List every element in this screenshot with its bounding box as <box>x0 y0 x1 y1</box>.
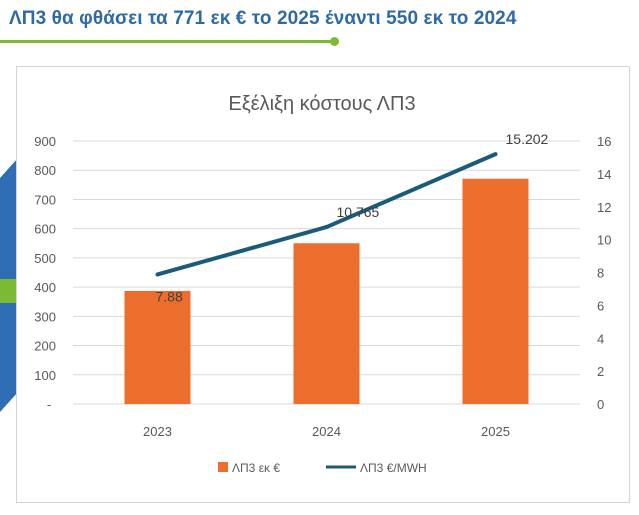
y-right-tick-label: 2 <box>597 364 604 379</box>
bar-2023 <box>124 290 191 404</box>
title-underline-dot <box>330 37 339 46</box>
legend: ΛΠ3 εκ € ΛΠ3 €/MWH <box>218 461 427 475</box>
y-left-tick-label: 900 <box>34 134 56 149</box>
x-tick-label: 2025 <box>481 424 510 439</box>
legend-bar-swatch <box>218 462 228 472</box>
x-tick-label: 2024 <box>312 424 341 439</box>
y-right-tick-label: 14 <box>597 167 611 182</box>
line-data-label: 10.765 <box>337 204 380 220</box>
title-underline <box>0 40 334 43</box>
decorative-side-shape <box>0 158 18 412</box>
chart-title: Εξέλιξη κόστους ΛΠ3 <box>228 93 415 115</box>
y-right-tick-label: 10 <box>597 233 611 248</box>
legend-bar-label: ΛΠ3 εκ € <box>232 461 280 475</box>
line-data-label: 15.202 <box>506 131 549 147</box>
line-point <box>493 152 498 157</box>
y-right-tick-label: 16 <box>597 134 611 149</box>
y-right-tick-label: 0 <box>597 397 604 412</box>
y-left-tick-label: 600 <box>34 222 56 237</box>
y-left-tick-label: 800 <box>34 163 56 178</box>
y-left-tick-label: 400 <box>34 280 56 295</box>
line-point <box>155 272 160 277</box>
x-tick-label: 2023 <box>143 424 172 439</box>
line-data-label: 7.88 <box>156 288 183 304</box>
y-right-tick-label: 8 <box>597 266 604 281</box>
y-left-tick-label: 300 <box>34 309 56 324</box>
y-right-tick-label: 4 <box>597 331 604 346</box>
y-left-tick-label: 500 <box>34 251 56 266</box>
bar-2024 <box>293 243 360 404</box>
y-right-tick-label: 12 <box>597 200 611 215</box>
y-left-tick-label: 200 <box>34 339 56 354</box>
y-left-tick-label: - <box>47 397 51 412</box>
line-point <box>324 225 329 230</box>
bar-2025 <box>462 178 529 404</box>
legend-line-label: ΛΠ3 €/MWH <box>360 461 427 475</box>
page-title: ΛΠ3 θα φθάσει τα 771 εκ € το 2025 έναντι… <box>9 8 517 29</box>
y-left-tick-label: 100 <box>34 368 56 383</box>
y-right-tick-label: 6 <box>597 298 604 313</box>
y-left-tick-label: 700 <box>34 192 56 207</box>
